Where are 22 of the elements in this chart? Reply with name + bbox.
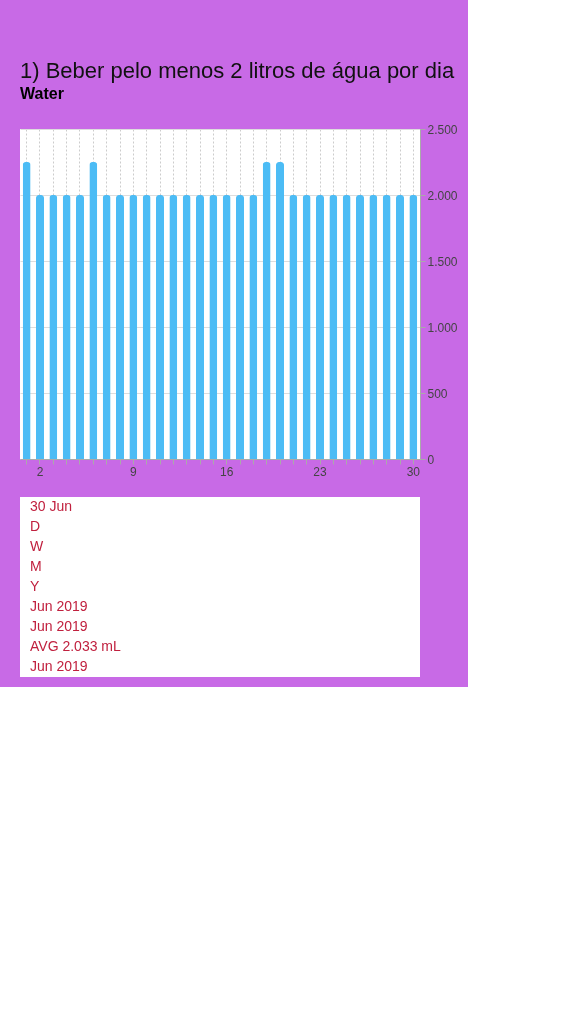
x-tick-label: 16 bbox=[219, 464, 234, 479]
y-tick-label: 0 bbox=[427, 452, 435, 467]
x-tick-label: 2 bbox=[36, 464, 44, 479]
text: Jun 2019 bbox=[30, 618, 88, 634]
chart-title: 1) Beber pelo menos 2 litros de água por dia bbox=[20, 58, 455, 83]
text: AVG 2.033 mL bbox=[30, 638, 121, 654]
y-tick-label: 2.500 bbox=[427, 122, 458, 137]
x-tick-label: 9 bbox=[129, 464, 137, 479]
text: M bbox=[30, 558, 42, 574]
text: Jun 2019 bbox=[30, 598, 88, 614]
y-tick-label: 1.500 bbox=[427, 254, 458, 269]
y-tick-label: 2.000 bbox=[427, 188, 458, 203]
text: W bbox=[30, 538, 44, 554]
text: D bbox=[30, 518, 41, 534]
chart-subtitle: Water bbox=[20, 85, 64, 102]
text: 30 Jun bbox=[30, 498, 73, 514]
x-tick-label: 30 bbox=[406, 464, 421, 479]
text: Y bbox=[30, 578, 40, 594]
x-tick-label: 23 bbox=[313, 464, 327, 479]
text: Jun 2019 bbox=[30, 658, 88, 674]
y-tick-label: 1.000 bbox=[427, 320, 458, 335]
y-tick-label: 500 bbox=[427, 386, 448, 401]
